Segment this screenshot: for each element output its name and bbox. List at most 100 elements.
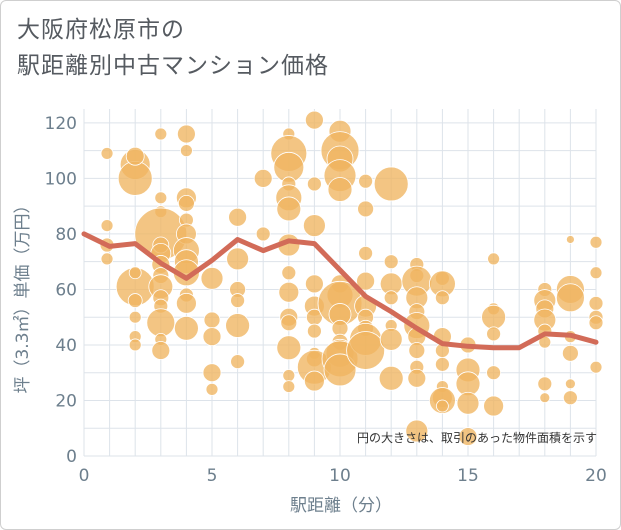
y-axis-label: 坪（3.3㎡）単価（万円） <box>13 196 33 393</box>
bubble-point <box>303 370 325 392</box>
bubble-point <box>225 313 251 338</box>
bubble-point <box>562 344 579 362</box>
bubble-point <box>383 254 399 270</box>
bubble-point <box>179 144 193 158</box>
bubble-point <box>282 380 296 394</box>
bubble-point <box>253 168 273 188</box>
bubble-point <box>481 304 507 330</box>
bubble-point <box>255 226 271 242</box>
bubble-point <box>306 323 322 339</box>
bubble-point <box>358 245 374 261</box>
bubble-point <box>154 191 168 205</box>
title-line-1: 大阪府松原市の <box>17 17 185 43</box>
average-price-line <box>81 231 599 351</box>
bubble-point <box>151 341 171 360</box>
bubble-point <box>228 207 248 227</box>
bubble-point <box>230 293 246 308</box>
bubble-point <box>281 265 297 281</box>
bubble-point <box>177 194 195 212</box>
bubble-point <box>128 310 142 324</box>
x-tick-label: 10 <box>329 466 351 486</box>
axis-ticks: 0 5 10 15 20 0 20 40 60 80 100 120 <box>45 114 607 486</box>
bubble-point <box>146 308 176 338</box>
bubble-point <box>128 266 142 280</box>
bubble-point <box>117 160 153 196</box>
bubble-point <box>203 311 221 329</box>
bubble-point <box>205 382 219 396</box>
bubble-point <box>128 338 142 352</box>
bubble-point <box>458 427 478 446</box>
bubble-point <box>565 378 576 390</box>
bubble-point <box>100 219 114 232</box>
bubble-point <box>589 235 603 249</box>
bubble-point <box>304 110 324 130</box>
bubble-point <box>358 173 374 189</box>
bubble-point <box>173 315 199 341</box>
x-tick-label: 0 <box>79 466 90 486</box>
y-tick-label: 100 <box>45 169 77 189</box>
bubble-point <box>456 391 480 415</box>
bubble-point <box>556 283 585 313</box>
bubble-point <box>486 365 502 381</box>
bubble-point <box>100 252 114 266</box>
x-tick-label: 5 <box>207 466 218 486</box>
bubble-point <box>483 395 505 417</box>
y-tick-label: 60 <box>55 280 77 300</box>
y-tick-label: 120 <box>45 114 77 134</box>
bubble-point <box>302 214 326 237</box>
bubble-point <box>539 392 551 404</box>
bubble-point <box>378 365 404 391</box>
bubble-point <box>306 176 322 192</box>
bubble-point <box>276 335 302 361</box>
bubble-point <box>588 315 604 331</box>
bubble-point <box>407 368 427 388</box>
bubble-point <box>175 292 197 314</box>
bubble-point <box>280 314 298 332</box>
bubble-point <box>486 326 502 342</box>
bubble-point <box>434 356 450 372</box>
bubble-point <box>276 196 302 222</box>
bubble-point <box>588 295 604 311</box>
bubble-point <box>379 328 403 351</box>
bubble-point <box>304 274 324 294</box>
bubble-point <box>566 235 575 244</box>
bubble-point <box>327 177 353 202</box>
bubble-point <box>230 354 246 370</box>
bubble-point <box>537 376 553 392</box>
bubble-point <box>278 281 300 303</box>
x-axis-label: 駅距離（分） <box>290 496 392 516</box>
bubble-point <box>346 331 386 370</box>
bubble-point <box>176 124 196 144</box>
bubble-point <box>100 147 114 160</box>
bubble-point <box>202 327 222 347</box>
bubble-point <box>202 363 222 383</box>
bubble-point <box>125 146 145 166</box>
bubble-point <box>563 390 578 406</box>
bubble-point <box>383 290 399 306</box>
average-line <box>81 231 599 351</box>
bubble-point <box>356 271 376 291</box>
bubble-point <box>127 293 143 308</box>
bubble-point <box>408 342 426 359</box>
y-tick-label: 0 <box>66 447 77 467</box>
bubble-point <box>357 200 375 218</box>
bubble-point <box>226 247 250 271</box>
bubble-point <box>323 353 357 387</box>
bubble-point <box>405 419 429 443</box>
bubble-point <box>282 369 296 382</box>
x-tick-label: 15 <box>457 466 479 486</box>
y-tick-label: 80 <box>55 225 77 245</box>
bubble-point <box>200 266 224 290</box>
bubble-point <box>589 360 603 374</box>
y-tick-label: 40 <box>55 336 77 356</box>
y-tick-label: 20 <box>55 391 77 411</box>
bubble-point <box>373 166 409 202</box>
bubble-point <box>435 399 449 413</box>
chart-title: 大阪府松原市の 駅距離別中古マンション価格 <box>17 12 329 84</box>
bubble-point <box>154 127 168 141</box>
bubble-point <box>589 266 603 280</box>
x-tick-label: 20 <box>585 466 607 486</box>
bubble-point <box>434 290 450 306</box>
